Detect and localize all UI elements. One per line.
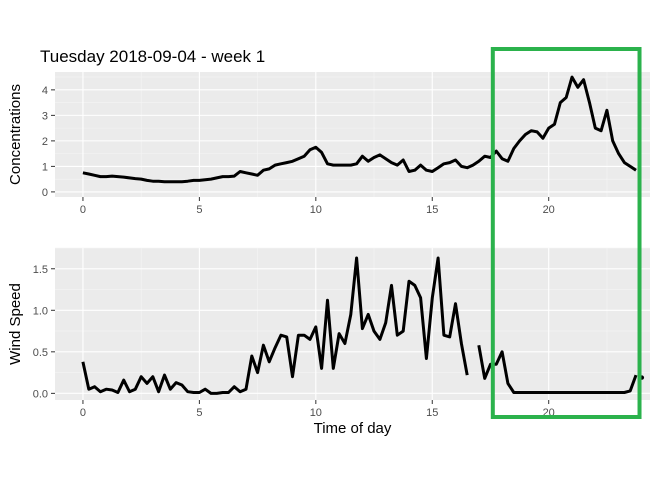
concentrations-panel: 0 5 10 15 20 0 1 2 3 4 — [42, 72, 650, 216]
y-tick-label: 4 — [42, 85, 48, 97]
concentrations-panel-background — [55, 72, 650, 197]
y-tick-label: 3 — [42, 110, 48, 122]
concentrations-y-axis-title: Concentrations — [7, 84, 24, 185]
wind-speed-panel-background — [55, 248, 650, 400]
highlight-box — [490, 47, 642, 419]
concentrations-major-grid — [55, 72, 650, 197]
wind-speed-series-line-segment-2 — [477, 344, 638, 394]
x-tick-label: 5 — [196, 204, 202, 216]
x-tick-label: 20 — [543, 204, 555, 216]
x-tick-label: 0 — [80, 204, 86, 216]
x-tick-label: 0 — [80, 407, 86, 419]
y-tick-label: 0 — [42, 187, 48, 199]
wind-speed-series-line-segment-1 — [81, 256, 469, 395]
y-tick-label: 1.0 — [33, 305, 48, 317]
x-tick-label: 10 — [310, 204, 322, 216]
concentrations-y-ticks: 0 1 2 3 4 — [42, 85, 55, 199]
y-tick-label: 0.5 — [33, 347, 48, 359]
x-axis-title: Time of day — [314, 420, 392, 437]
x-tick-label: 10 — [310, 407, 322, 419]
y-tick-label: 0.0 — [33, 388, 48, 400]
wind-speed-y-axis-title: Wind Speed — [7, 283, 24, 365]
wind-speed-y-ticks: 0.0 0.5 1.0 1.5 — [33, 264, 55, 400]
x-tick-label: 15 — [426, 407, 438, 419]
x-tick-label: 5 — [196, 407, 202, 419]
y-tick-label: 1.5 — [33, 264, 48, 276]
y-tick-label: 2 — [42, 136, 48, 148]
plot-title: Tuesday 2018-09-04 - week 1 — [40, 47, 265, 66]
concentrations-series-line — [82, 75, 637, 184]
wind-speed-x-ticks: 0 5 10 15 20 — [80, 400, 555, 419]
x-tick-label: 15 — [426, 204, 438, 216]
y-tick-label: 1 — [42, 161, 48, 173]
concentrations-x-ticks: 0 5 10 15 20 — [80, 197, 555, 216]
wind-speed-panel: 0 5 10 15 20 0.00.51.01.5 — [33, 247, 650, 419]
